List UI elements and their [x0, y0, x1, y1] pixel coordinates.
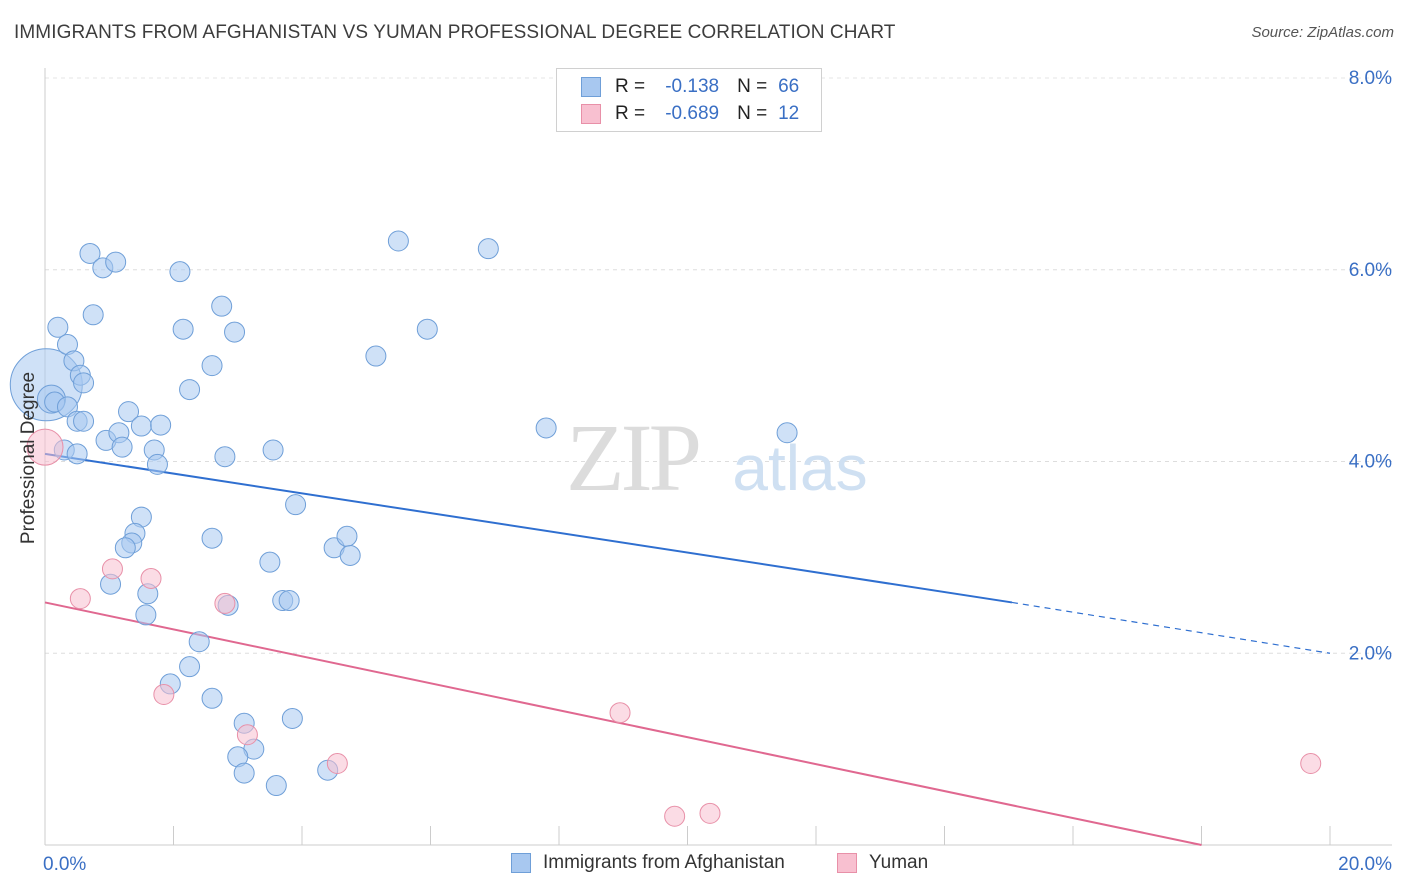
bottom-legend-swatch-afghanistan — [511, 853, 531, 873]
point-afghanistan — [265, 775, 287, 797]
y-tick-label: 8.0% — [1349, 68, 1392, 89]
point-afghanistan — [233, 762, 255, 784]
point-afghanistan — [179, 379, 201, 401]
source-label: Source: ZipAtlas.com — [1251, 24, 1394, 41]
point-yuman — [699, 802, 721, 824]
point-afghanistan — [387, 230, 409, 252]
watermark-atlas: atlas — [732, 432, 867, 504]
point-afghanistan — [416, 318, 438, 340]
point-yuman — [236, 724, 258, 746]
y-axis-label: Professional Degree — [18, 372, 39, 544]
point-afghanistan — [535, 417, 557, 439]
point-afghanistan — [278, 590, 300, 612]
point-afghanistan — [66, 443, 88, 465]
point-yuman — [326, 753, 348, 775]
point-afghanistan — [201, 687, 223, 709]
point-afghanistan — [111, 436, 133, 458]
watermark-zip: ZIP — [566, 404, 699, 511]
point-afghanistan — [224, 321, 246, 343]
point-yuman — [214, 592, 236, 614]
bottom-legend-yuman: Yuman — [837, 852, 928, 874]
point-afghanistan — [82, 304, 104, 326]
legend-row-afghanistan: R = -0.138 N = 66 — [581, 75, 799, 99]
point-afghanistan — [365, 345, 387, 367]
point-afghanistan — [339, 544, 361, 566]
data-points — [9, 230, 1322, 827]
point-afghanistan — [201, 527, 223, 549]
point-afghanistan — [73, 410, 95, 432]
x-tick-label: 0.0% — [43, 854, 86, 875]
bottom-legend-label-yuman: Yuman — [869, 852, 929, 873]
point-yuman — [101, 558, 123, 580]
legend-r-label: R = — [615, 103, 646, 124]
trend-line-yuman — [44, 601, 1202, 846]
trend-lines — [44, 452, 1331, 846]
point-afghanistan — [262, 439, 284, 461]
point-afghanistan — [477, 238, 499, 260]
y-tick-label: 2.0% — [1349, 643, 1392, 664]
legend-r-value: -0.138 — [665, 76, 720, 97]
point-afghanistan — [118, 401, 140, 423]
x-tick-label: 20.0% — [1338, 854, 1392, 875]
point-afghanistan — [201, 355, 223, 377]
bottom-legend-label-afghanistan: Immigrants from Afghanistan — [543, 852, 785, 873]
chart-title: IMMIGRANTS FROM AFGHANISTAN VS YUMAN PRO… — [14, 22, 896, 43]
legend-n-value: 12 — [778, 103, 800, 124]
trend-line-afghanistan — [44, 452, 1013, 604]
legend-n-value: 66 — [778, 76, 800, 97]
watermark: ZIP atlas — [566, 404, 868, 511]
point-afghanistan — [172, 318, 194, 340]
legend-n-label: N = — [737, 103, 768, 124]
point-afghanistan — [214, 446, 236, 468]
gridlines — [45, 77, 1392, 654]
legend-box: R = -0.138 N = 66 R = -0.689 N = 12 — [556, 68, 822, 132]
point-afghanistan — [336, 525, 358, 547]
point-yuman — [609, 702, 631, 724]
bottom-legend-afghanistan: Immigrants from Afghanistan — [511, 852, 785, 874]
legend-r-value: -0.689 — [665, 103, 720, 124]
point-yuman — [26, 428, 64, 466]
point-afghanistan — [130, 415, 152, 437]
point-yuman — [69, 588, 91, 610]
point-afghanistan — [285, 494, 307, 516]
point-afghanistan — [179, 656, 201, 678]
legend-swatch-afghanistan — [581, 77, 601, 97]
y-tick-label: 4.0% — [1349, 452, 1392, 473]
point-afghanistan — [114, 537, 136, 559]
point-afghanistan — [281, 707, 303, 729]
point-afghanistan — [47, 316, 69, 338]
point-afghanistan — [259, 551, 281, 573]
point-afghanistan — [79, 242, 101, 264]
tick-labels: 2.0% 4.0% 6.0% 8.0% 0.0% 20.0% — [43, 68, 1392, 875]
point-afghanistan — [105, 251, 127, 273]
point-afghanistan — [169, 261, 191, 283]
point-afghanistan — [135, 604, 157, 626]
legend-n-label: N = — [737, 76, 768, 97]
point-afghanistan — [146, 453, 168, 475]
point-afghanistan — [776, 422, 798, 444]
trend-line-afghanistan-extrapolated — [1011, 601, 1331, 654]
point-yuman — [1300, 753, 1322, 775]
bottom-legend-swatch-yuman — [837, 853, 857, 873]
y-tick-label: 6.0% — [1349, 260, 1392, 281]
legend-swatch-yuman — [581, 104, 601, 124]
point-afghanistan — [73, 372, 95, 394]
legend-row-yuman: R = -0.689 N = 12 — [581, 102, 799, 126]
point-yuman — [140, 567, 162, 589]
point-yuman — [664, 805, 686, 827]
point-afghanistan — [211, 295, 233, 317]
point-afghanistan — [150, 414, 172, 436]
legend-r-label: R = — [615, 76, 646, 97]
point-afghanistan — [188, 631, 210, 653]
point-yuman — [153, 683, 175, 705]
